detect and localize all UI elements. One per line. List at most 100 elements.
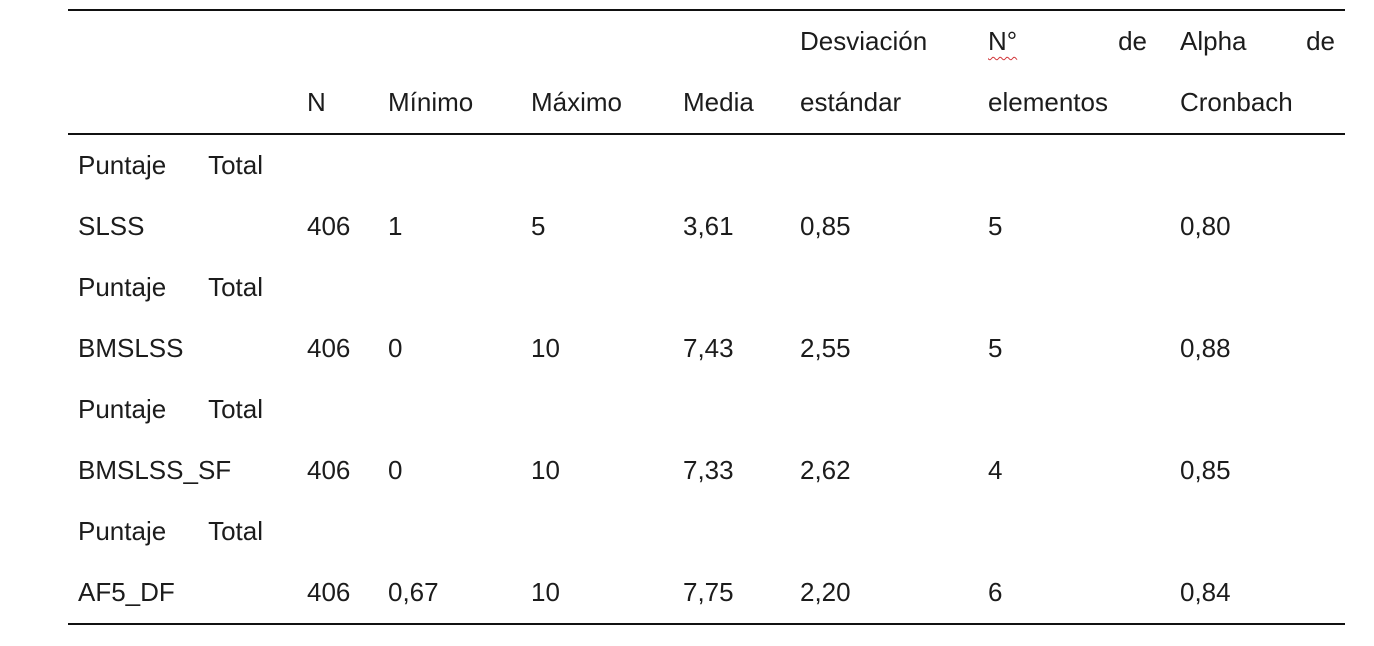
value-minimo: 1 — [388, 211, 403, 241]
header-label-desviacion-line1: Desviación — [800, 26, 928, 56]
header-label-alpha-line1: Alpha de — [1180, 11, 1335, 72]
value-media: 7,43 — [683, 333, 734, 363]
value-maximo: 10 — [531, 333, 560, 363]
cell-desviacion: 2,62 — [800, 379, 988, 501]
value-media: 7,33 — [683, 455, 734, 485]
cell-desviacion: 0,85 — [800, 134, 988, 257]
value-maximo: 10 — [531, 455, 560, 485]
cell-desviacion: 2,55 — [800, 257, 988, 379]
value-minimo: 0 — [388, 455, 403, 485]
row-label-scale-name: BMSLSS — [78, 333, 184, 363]
header-cell-n: N — [307, 10, 388, 135]
value-alpha: 0,84 — [1180, 577, 1231, 607]
value-media: 7,75 — [683, 577, 734, 607]
row-label-word-puntaje: Puntaje — [78, 150, 167, 180]
cell-n: 406 — [307, 501, 388, 624]
row-label-line1: Puntaje Total — [78, 379, 263, 440]
header-label-alpha-line2: Cronbach — [1180, 87, 1293, 117]
value-alpha: 0,85 — [1180, 455, 1231, 485]
header-label-n-elementos-line1: N° de — [988, 11, 1147, 72]
row-label-line1: Puntaje Total — [78, 135, 263, 196]
value-minimo: 0 — [388, 333, 403, 363]
cell-n: 406 — [307, 379, 388, 501]
header-word-alpha: Alpha — [1180, 26, 1247, 56]
header-label-minimo: Mínimo — [388, 87, 474, 117]
value-n: 406 — [307, 577, 351, 607]
cell-n: 406 — [307, 257, 388, 379]
table-row-bmslss-sf: Puntaje Total BMSLSS_SF 406 0 10 7,33 2,… — [68, 379, 1345, 501]
value-desviacion: 2,62 — [800, 455, 851, 485]
header-label-media: Media — [683, 87, 754, 117]
cell-maximo: 10 — [531, 379, 683, 501]
header-label-n: N — [307, 87, 326, 117]
header-label-desviacion-line2: estándar — [800, 87, 902, 117]
header-cell-alpha-cronbach: Alpha de Cronbach — [1180, 10, 1345, 135]
cell-media: 7,43 — [683, 257, 800, 379]
row-label-word-total: Total — [208, 272, 263, 302]
header-word-de: de — [1306, 26, 1335, 56]
value-n: 406 — [307, 455, 351, 485]
cell-desviacion: 2,20 — [800, 501, 988, 624]
value-n-elementos: 5 — [988, 211, 1003, 241]
row-label-word-puntaje: Puntaje — [78, 516, 167, 546]
row-label-scale-name: BMSLSS_SF — [78, 455, 232, 485]
value-minimo: 0,67 — [388, 577, 439, 607]
table-header-row: N Mínimo Máximo Media Desviación estánda… — [68, 10, 1345, 135]
header-cell-minimo: Mínimo — [388, 10, 531, 135]
row-label: Puntaje Total BMSLSS — [68, 257, 307, 379]
cell-minimo: 0 — [388, 379, 531, 501]
header-cell-media: Media — [683, 10, 800, 135]
header-cell-desviacion: Desviación estándar — [800, 10, 988, 135]
misspelled-word-n-degree: N° — [988, 26, 1018, 56]
cell-media: 7,75 — [683, 501, 800, 624]
row-label-scale-name: AF5_DF — [78, 577, 175, 607]
value-alpha: 0,88 — [1180, 333, 1231, 363]
value-desviacion: 2,55 — [800, 333, 851, 363]
row-label-word-total: Total — [208, 394, 263, 424]
cell-alpha: 0,80 — [1180, 134, 1345, 257]
cell-n-elementos: 4 — [988, 379, 1180, 501]
row-label-scale-name: SLSS — [78, 211, 145, 241]
row-label-word-total: Total — [208, 150, 263, 180]
row-label: Puntaje Total SLSS — [68, 134, 307, 257]
cell-maximo: 5 — [531, 134, 683, 257]
cell-minimo: 0 — [388, 257, 531, 379]
cell-minimo: 1 — [388, 134, 531, 257]
cell-alpha: 0,88 — [1180, 257, 1345, 379]
value-media: 3,61 — [683, 211, 734, 241]
cell-n-elementos: 5 — [988, 134, 1180, 257]
row-label-word-puntaje: Puntaje — [78, 394, 167, 424]
cell-media: 7,33 — [683, 379, 800, 501]
header-cell-maximo: Máximo — [531, 10, 683, 135]
table-row-bmslss: Puntaje Total BMSLSS 406 0 10 7,43 2,55 … — [68, 257, 1345, 379]
value-maximo: 5 — [531, 211, 546, 241]
value-maximo: 10 — [531, 577, 560, 607]
cell-n: 406 — [307, 134, 388, 257]
row-label-word-total: Total — [208, 516, 263, 546]
header-word-de: de — [1118, 26, 1147, 56]
descriptive-statistics-table: N Mínimo Máximo Media Desviación estánda… — [68, 9, 1345, 625]
cell-maximo: 10 — [531, 257, 683, 379]
value-n-elementos: 5 — [988, 333, 1003, 363]
row-label: Puntaje Total AF5_DF — [68, 501, 307, 624]
row-label-line1: Puntaje Total — [78, 501, 263, 562]
cell-alpha: 0,84 — [1180, 501, 1345, 624]
cell-minimo: 0,67 — [388, 501, 531, 624]
value-desviacion: 0,85 — [800, 211, 851, 241]
cell-n-elementos: 6 — [988, 501, 1180, 624]
header-label-n-elementos-line2: elementos — [988, 87, 1108, 117]
row-label: Puntaje Total BMSLSS_SF — [68, 379, 307, 501]
header-cell-n-elementos: N° de elementos — [988, 10, 1180, 135]
table-row-slss: Puntaje Total SLSS 406 1 5 3,61 0,85 5 0… — [68, 134, 1345, 257]
cell-maximo: 10 — [531, 501, 683, 624]
table-row-af5-df: Puntaje Total AF5_DF 406 0,67 10 7,75 2,… — [68, 501, 1345, 624]
header-cell-empty — [68, 10, 307, 135]
value-n: 406 — [307, 211, 351, 241]
value-n-elementos: 6 — [988, 577, 1003, 607]
row-label-word-puntaje: Puntaje — [78, 272, 167, 302]
row-label-line1: Puntaje Total — [78, 257, 263, 318]
cell-alpha: 0,85 — [1180, 379, 1345, 501]
cell-n-elementos: 5 — [988, 257, 1180, 379]
value-alpha: 0,80 — [1180, 211, 1231, 241]
